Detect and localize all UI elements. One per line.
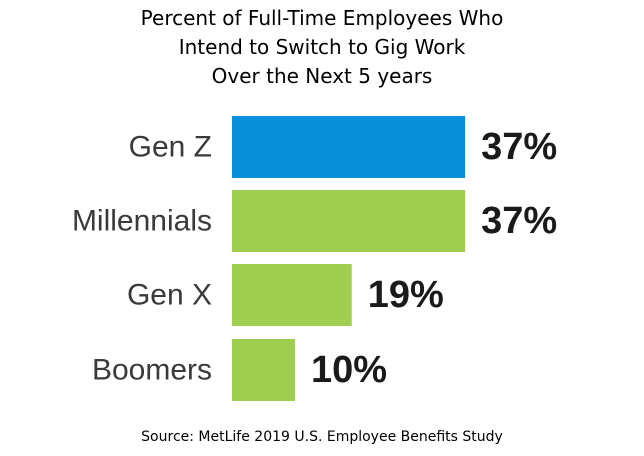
chart-title-line-2: Intend to Switch to Gig Work [178, 35, 466, 59]
source-note: Source: MetLife 2019 U.S. Employee Benef… [141, 429, 503, 445]
value-label: 37% [481, 126, 557, 168]
category-label: Gen X [127, 279, 212, 312]
category-label: Boomers [92, 354, 212, 387]
category-label: Gen Z [129, 131, 212, 164]
chart-title-line-1: Percent of Full-Time Employees Who [140, 6, 504, 30]
value-label: 10% [311, 349, 387, 391]
value-label: 19% [368, 274, 444, 316]
bar [232, 264, 352, 326]
category-label: Millennials [72, 205, 212, 238]
bar [232, 116, 466, 178]
chart-title-line-3: Over the Next 5 years [211, 64, 433, 88]
bar [232, 190, 466, 252]
value-label: 37% [481, 200, 557, 242]
bar [232, 339, 295, 401]
